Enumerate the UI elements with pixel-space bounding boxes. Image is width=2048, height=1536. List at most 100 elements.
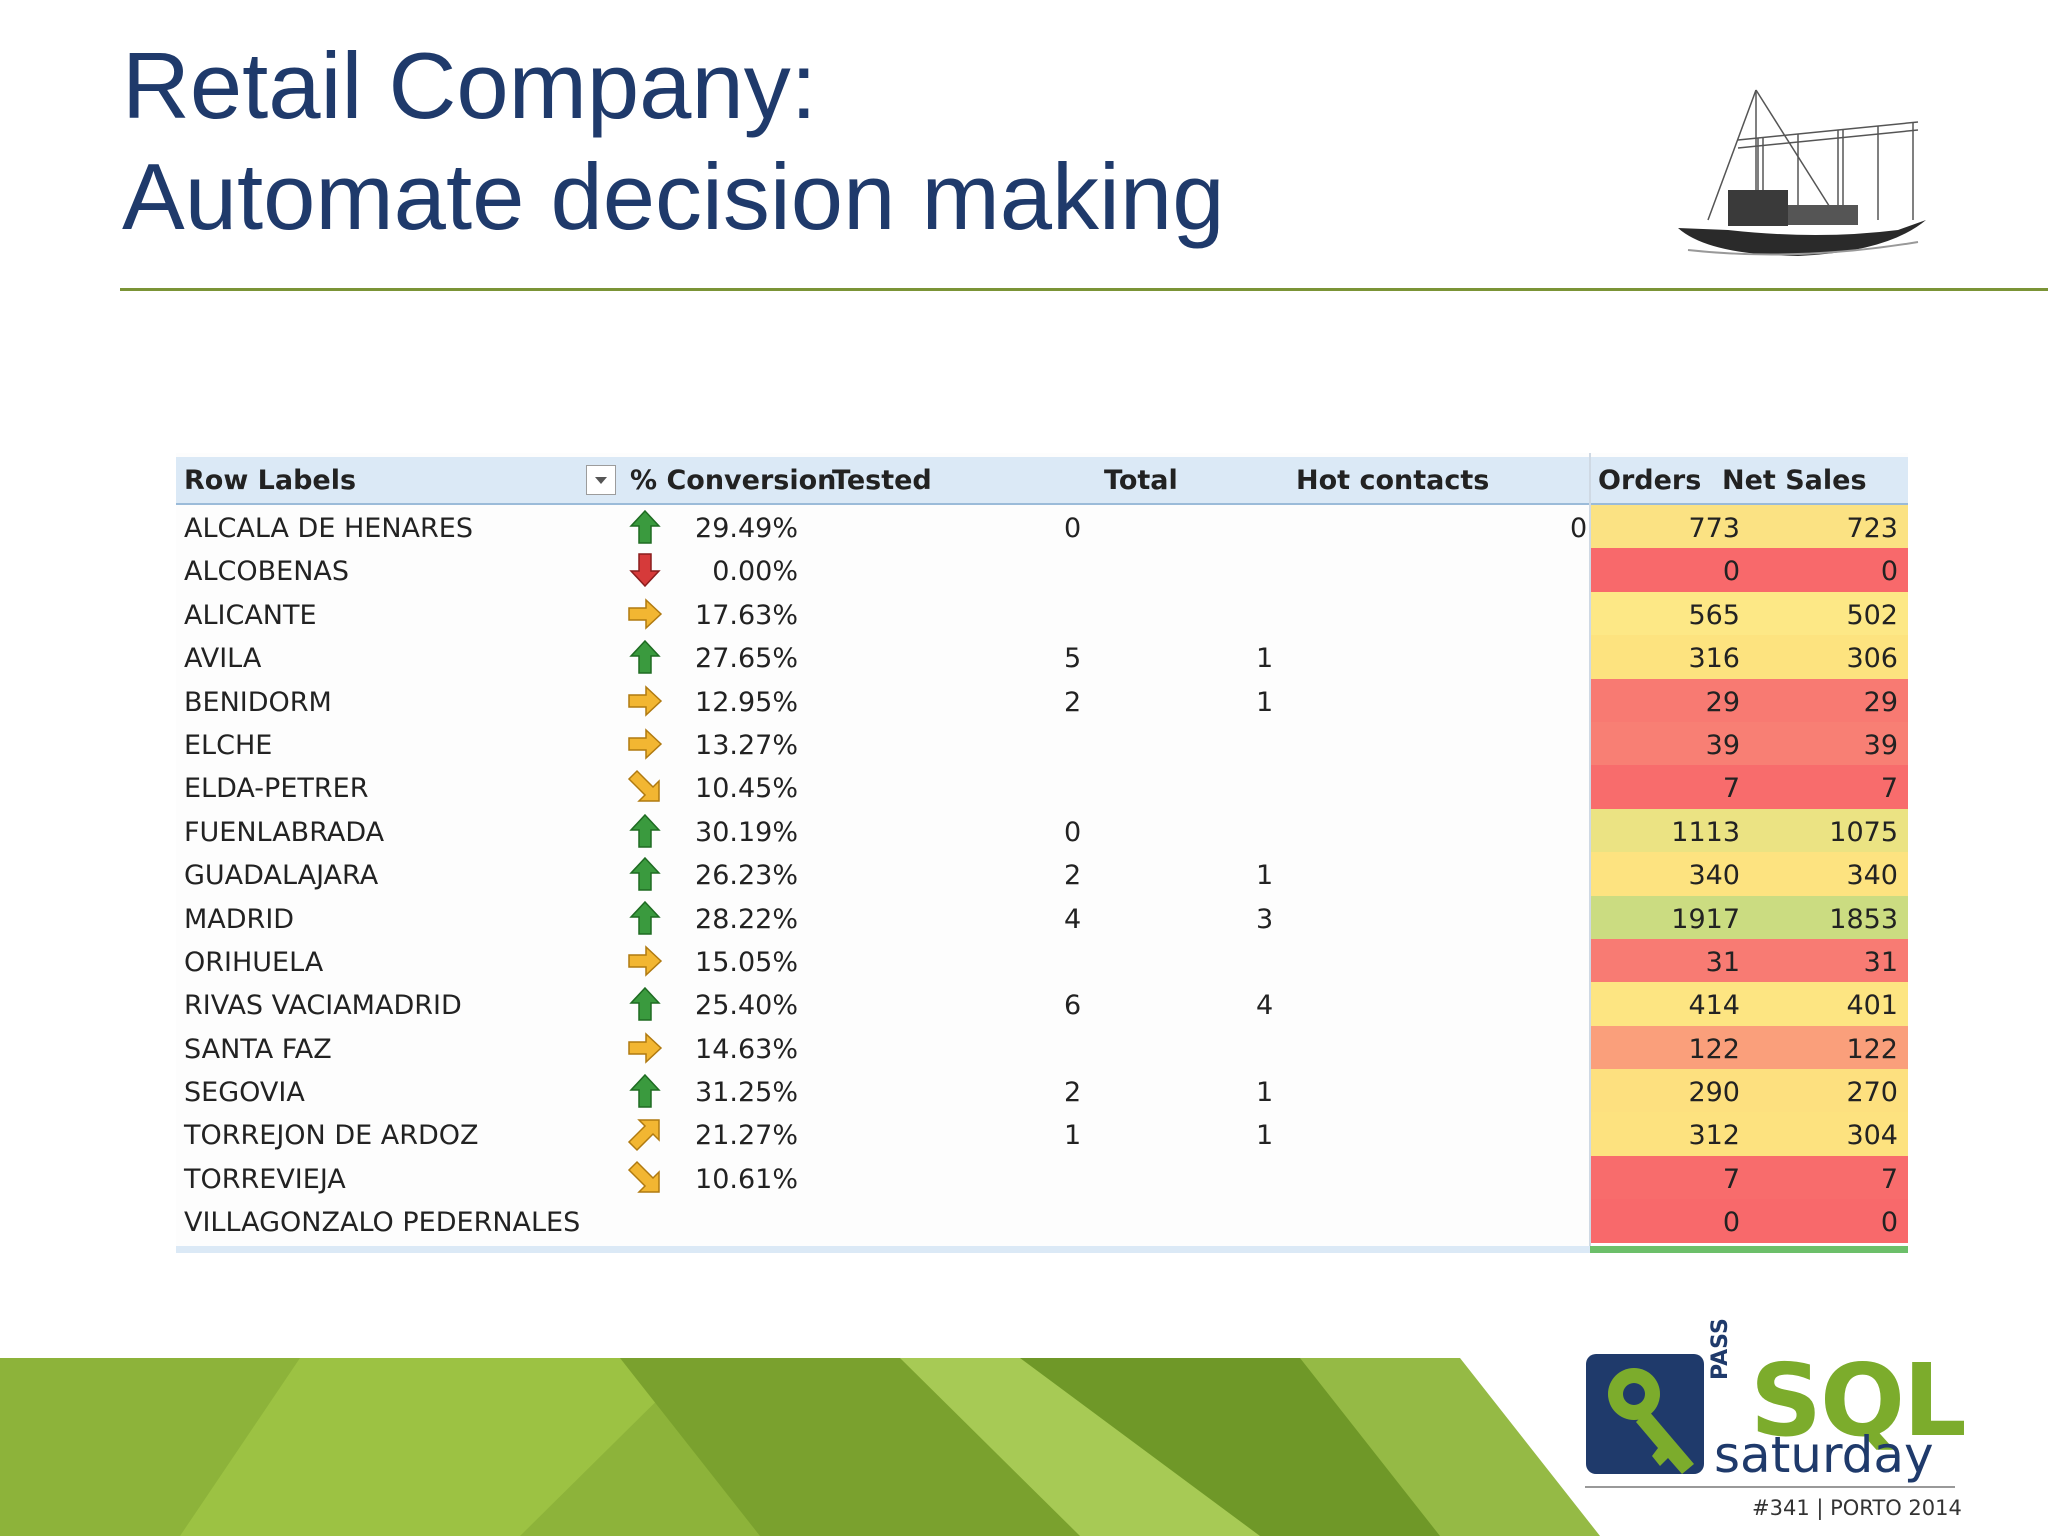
orders-value: 0 bbox=[1722, 1207, 1740, 1239]
table-row[interactable]: RIVAS VACIAMADRID 25.40% 6 4 414 401 bbox=[176, 982, 1908, 1026]
table-row[interactable]: FUENLABRADA 30.19% 0 1113 1075 bbox=[176, 808, 1908, 853]
down-right-arrow-icon bbox=[626, 768, 664, 806]
net-sales-value: 304 bbox=[1846, 1120, 1898, 1152]
table-row[interactable]: TORREJON DE ARDOZ 21.27% 1 1 312 304 bbox=[176, 1112, 1908, 1156]
up-arrow-icon bbox=[626, 855, 664, 893]
sales-cell-bg bbox=[1715, 1199, 1908, 1243]
right-arrow-icon bbox=[626, 942, 664, 980]
orders-cell-bg bbox=[1590, 591, 1715, 636]
header-conversion: % Conversion bbox=[630, 465, 837, 496]
table-row[interactable]: ALCALA DE HENARES 29.49% 0 0 773 723 bbox=[176, 505, 1908, 549]
tested-value: 6 bbox=[1064, 990, 1082, 1022]
orders-value: 39 bbox=[1705, 729, 1740, 761]
up-arrow-icon bbox=[626, 985, 664, 1023]
title-divider bbox=[120, 288, 2048, 291]
orders-value: 0 bbox=[1722, 556, 1740, 588]
table-row[interactable]: ORIHUELA 15.05% 31 31 bbox=[176, 938, 1908, 983]
net-sales-value: 723 bbox=[1846, 513, 1898, 544]
conversion-value: 14.63% bbox=[695, 1033, 798, 1065]
header-tested: Tested bbox=[832, 465, 932, 496]
orders-cell-bg bbox=[1590, 808, 1715, 853]
row-label: GUADALAJARA bbox=[184, 860, 379, 892]
row-label: AVILA bbox=[184, 643, 262, 675]
table-row[interactable]: ELCHE 13.27% 39 39 bbox=[176, 721, 1908, 766]
table-row[interactable]: AVILA 27.65% 5 1 316 306 bbox=[176, 635, 1908, 679]
conversion-value: 26.23% bbox=[695, 860, 798, 892]
sales-cell-bg bbox=[1715, 505, 1908, 549]
row-label: SANTA FAZ bbox=[184, 1033, 332, 1065]
orders-value: 1113 bbox=[1671, 816, 1740, 848]
net-sales-value: 31 bbox=[1863, 946, 1898, 978]
conversion-value: 25.40% bbox=[695, 990, 798, 1022]
orders-value: 1917 bbox=[1671, 903, 1740, 935]
conversion-value: 0.00% bbox=[712, 556, 798, 588]
orders-value: 122 bbox=[1688, 1033, 1740, 1065]
down-right-arrow-icon bbox=[626, 1159, 664, 1197]
table-row[interactable]: BENIDORM 12.95% 2 1 29 29 bbox=[176, 678, 1908, 722]
net-sales-value: 0 bbox=[1880, 556, 1898, 588]
dropdown-arrow-icon bbox=[595, 477, 607, 484]
row-label: ALCALA DE HENARES bbox=[184, 513, 473, 544]
pivot-header-row: Row Labels % Conversion Tested Total Hot… bbox=[176, 457, 1908, 505]
table-row[interactable]: MADRID 28.22% 4 3 1917 1853 bbox=[176, 895, 1908, 939]
row-label: RIVAS VACIAMADRID bbox=[184, 990, 462, 1022]
tested-value: 0 bbox=[1064, 816, 1082, 848]
tested-value: 2 bbox=[1064, 860, 1082, 892]
sales-cell-bg bbox=[1715, 721, 1908, 766]
grand-total-row-partial bbox=[176, 1246, 1908, 1253]
orders-cell-bg bbox=[1590, 505, 1715, 549]
conversion-value: 31.25% bbox=[695, 1077, 798, 1109]
table-row[interactable]: ALICANTE 17.63% 565 502 bbox=[176, 591, 1908, 636]
sales-cell-bg bbox=[1715, 678, 1908, 722]
net-sales-value: 270 bbox=[1846, 1077, 1898, 1109]
sales-cell-bg bbox=[1715, 1155, 1908, 1200]
orders-value: 565 bbox=[1688, 599, 1740, 631]
orders-cell-bg bbox=[1590, 982, 1715, 1026]
right-arrow-icon bbox=[626, 595, 664, 633]
right-arrow-icon bbox=[626, 725, 664, 763]
row-label: BENIDORM bbox=[184, 686, 332, 718]
table-row[interactable]: SANTA FAZ 14.63% 122 122 bbox=[176, 1025, 1908, 1070]
conversion-value: 17.63% bbox=[695, 599, 798, 631]
hot-contacts-value: 1 bbox=[1256, 686, 1274, 718]
row-labels-filter-button[interactable] bbox=[586, 465, 616, 495]
header-row-labels: Row Labels bbox=[184, 465, 357, 496]
orders-value: 7 bbox=[1722, 773, 1740, 805]
sqlsaturday-logo-icon bbox=[1586, 1354, 1704, 1474]
pivot-rows: ALCALA DE HENARES 29.49% 0 0 773 723 ALC… bbox=[176, 505, 1908, 1243]
orders-cell-bg bbox=[1590, 635, 1715, 679]
row-label: SEGOVIA bbox=[184, 1077, 305, 1109]
orders-cell-bg bbox=[1590, 938, 1715, 983]
up-arrow-icon bbox=[626, 638, 664, 676]
table-row[interactable]: VILLAGONZALO PEDERNALES 0 0 bbox=[176, 1199, 1908, 1243]
table-row[interactable]: TORREVIEJA 10.61% 7 7 bbox=[176, 1155, 1908, 1200]
up-arrow-icon bbox=[626, 899, 664, 937]
sales-cell-bg bbox=[1715, 895, 1908, 939]
orders-value: 340 bbox=[1688, 860, 1740, 892]
table-row[interactable]: ELDA-PETRER 10.45% 7 7 bbox=[176, 765, 1908, 809]
conversion-value: 30.19% bbox=[695, 816, 798, 848]
sales-cell-bg bbox=[1715, 1112, 1908, 1156]
orders-cell-bg bbox=[1590, 548, 1715, 592]
orders-value: 414 bbox=[1688, 990, 1740, 1022]
hot-contacts-value: 1 bbox=[1256, 1077, 1274, 1109]
header-net-sales: Net Sales bbox=[1722, 465, 1867, 496]
tested-value: 4 bbox=[1064, 903, 1082, 935]
conversion-value: 13.27% bbox=[695, 729, 798, 761]
conversion-value: 12.95% bbox=[695, 686, 798, 718]
orders-value: 29 bbox=[1705, 686, 1740, 718]
up-arrow-icon bbox=[626, 1072, 664, 1110]
orders-value: 316 bbox=[1688, 643, 1740, 675]
header-hot-contacts: Hot contacts bbox=[1296, 465, 1490, 496]
sales-cell-bg bbox=[1715, 938, 1908, 983]
table-row[interactable]: GUADALAJARA 26.23% 2 1 340 340 bbox=[176, 852, 1908, 896]
orders-cell-bg bbox=[1590, 852, 1715, 896]
conversion-value: 10.61% bbox=[695, 1163, 798, 1195]
tested-value: 5 bbox=[1064, 643, 1082, 675]
conversion-value: 28.22% bbox=[695, 903, 798, 935]
sales-cell-bg bbox=[1715, 635, 1908, 679]
table-row[interactable]: ALCOBENAS 0.00% 0 0 bbox=[176, 548, 1908, 592]
sales-cell-bg bbox=[1715, 1025, 1908, 1070]
table-row[interactable]: SEGOVIA 31.25% 2 1 290 270 bbox=[176, 1069, 1908, 1113]
orders-cell-bg bbox=[1590, 895, 1715, 939]
